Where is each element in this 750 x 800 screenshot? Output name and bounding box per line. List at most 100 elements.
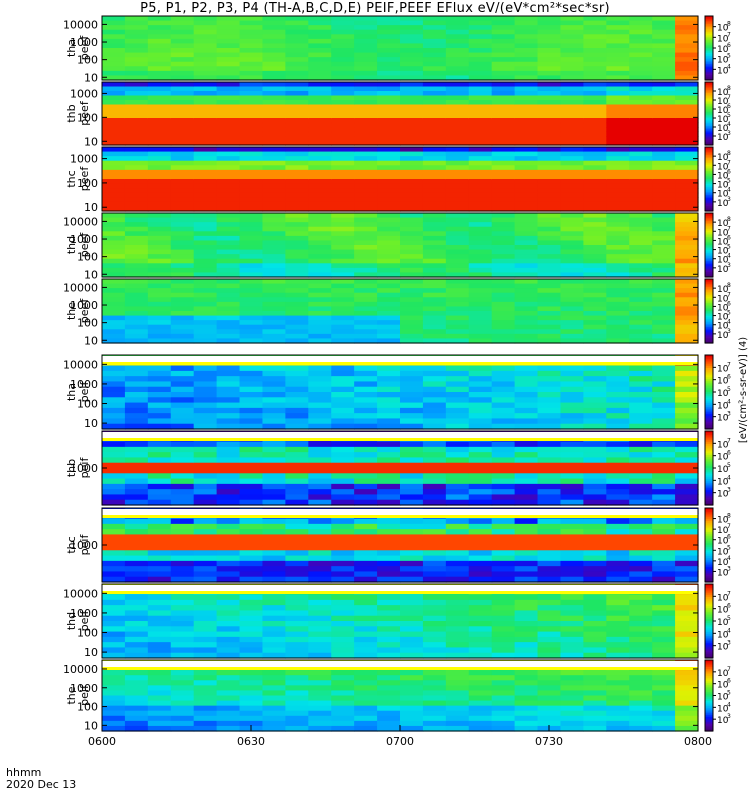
flux-cell	[193, 292, 218, 298]
flux-cell	[170, 20, 195, 26]
flux-cell	[285, 267, 309, 274]
flux-cell	[491, 311, 516, 317]
flux-cell	[285, 370, 309, 377]
colorbar-swatch	[705, 52, 713, 55]
flux-cell	[422, 324, 447, 330]
flux-cell	[285, 631, 309, 638]
colorbar-swatch	[705, 89, 713, 93]
spectrogram-cells-thb-peef	[102, 82, 699, 146]
flux-cell	[400, 70, 424, 77]
flux-cell	[629, 86, 653, 92]
flux-cell	[216, 539, 241, 546]
flux-cell	[491, 566, 516, 573]
flux-cell	[331, 109, 355, 115]
flux-cell	[102, 695, 126, 702]
flux-cell	[606, 370, 630, 377]
flux-cell	[468, 329, 493, 335]
colorbar-swatch	[705, 159, 713, 162]
flux-cell	[583, 292, 607, 298]
flux-cell	[124, 249, 149, 255]
colorbar-frame	[704, 81, 714, 146]
flux-cell	[124, 109, 149, 115]
colorbar-swatch	[705, 35, 713, 38]
colorbar-swatch	[705, 451, 713, 454]
flux-cell	[468, 392, 493, 398]
flux-cell	[354, 370, 378, 377]
flux-cell	[652, 478, 676, 485]
flux-cell	[422, 127, 447, 133]
flux-cell	[652, 245, 676, 251]
colorbar-swatch	[705, 660, 713, 663]
flux-cell	[560, 381, 584, 388]
flux-cell	[377, 605, 401, 612]
flux-cell	[514, 670, 539, 676]
flux-cell	[629, 642, 653, 649]
flux-cell	[583, 670, 607, 676]
flux-cell	[262, 315, 286, 321]
flux-cell	[147, 675, 172, 681]
flux-cell	[652, 122, 676, 128]
flux-cell	[239, 534, 264, 541]
flux-cell	[422, 621, 447, 627]
flux-cell	[285, 680, 309, 686]
flux-cell	[560, 217, 584, 223]
flux-cell	[331, 160, 355, 166]
flux-cell	[239, 245, 264, 251]
flux-cell	[491, 333, 516, 340]
flux-cell	[491, 441, 516, 448]
flux-cell	[583, 109, 607, 115]
flux-cell	[445, 263, 470, 269]
flux-cell	[468, 478, 493, 485]
flux-cell	[102, 483, 126, 490]
flux-cell	[354, 534, 378, 541]
flux-cell	[514, 113, 539, 119]
flux-cell	[377, 292, 401, 298]
flux-cell	[629, 240, 653, 246]
flux-cell	[491, 670, 516, 676]
colorbar-swatch	[705, 203, 713, 206]
flux-cell	[400, 576, 424, 583]
fill-band	[102, 362, 698, 365]
flux-cell	[308, 91, 332, 97]
flux-cell	[468, 95, 493, 101]
flux-cell	[331, 441, 355, 448]
flux-cell	[331, 179, 355, 185]
flux-cell	[422, 43, 447, 49]
colorbar-swatch	[705, 511, 713, 515]
colorbar-tick-label: 10	[717, 516, 729, 526]
flux-cell	[239, 100, 264, 106]
flux-cell	[331, 499, 355, 506]
flux-cell	[331, 169, 355, 176]
colorbar-swatch	[705, 43, 713, 46]
flux-cell	[285, 473, 309, 480]
colorbar-swatch	[705, 622, 713, 626]
flux-cell	[629, 131, 653, 137]
flux-cell	[445, 392, 470, 398]
flux-cell	[422, 365, 447, 372]
flux-cell	[262, 52, 286, 58]
flux-cell	[629, 66, 653, 72]
flux-cell	[216, 621, 241, 627]
flux-cell	[102, 113, 126, 119]
flux-cell	[537, 670, 562, 676]
flux-cell	[285, 320, 309, 326]
flux-cell	[652, 690, 676, 697]
flux-cell	[422, 615, 447, 622]
flux-cell	[468, 539, 493, 546]
flux-cell	[354, 494, 378, 501]
flux-cell	[422, 315, 447, 321]
colorbar-swatch	[705, 94, 713, 97]
flux-cell	[400, 720, 424, 727]
flux-cell	[193, 306, 218, 312]
flux-cell	[606, 86, 630, 92]
flux-cell	[331, 86, 355, 92]
flux-cell	[285, 43, 309, 49]
flux-cell	[514, 288, 539, 294]
flux-cell	[445, 370, 470, 377]
flux-cell	[354, 647, 378, 654]
colorbar-swatch	[705, 261, 713, 264]
flux-cell	[102, 710, 126, 717]
flux-cell	[514, 320, 539, 326]
flux-cell	[308, 82, 332, 88]
